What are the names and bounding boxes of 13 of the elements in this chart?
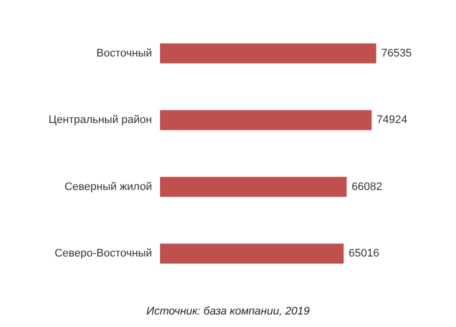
data-label: 76535	[381, 47, 412, 60]
text: Источник: база компании, 2019	[146, 306, 310, 318]
bar	[160, 43, 376, 64]
bar	[160, 176, 347, 197]
y-tick-label: Восточный	[96, 47, 152, 60]
data-label: 65016	[348, 248, 380, 260]
data-label: 66082	[352, 180, 382, 193]
y-tick-label: Северо-Восточный	[54, 248, 152, 260]
bar	[160, 244, 344, 264]
bar	[160, 110, 372, 130]
data-label: 74924	[376, 114, 408, 126]
y-tick-label: Центральный район	[48, 114, 152, 126]
y-tick-label: Северный жилой	[64, 180, 152, 193]
